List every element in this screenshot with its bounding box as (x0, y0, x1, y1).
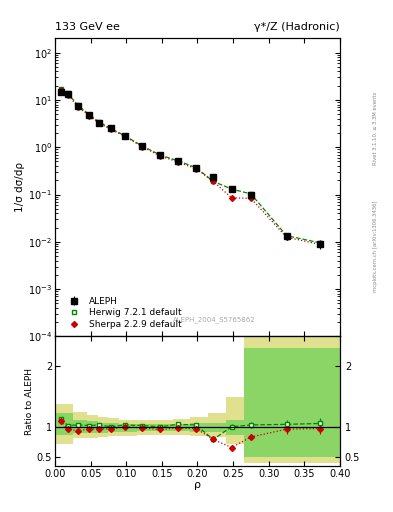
Herwig 7.2.1 default (140, 143, 144, 149)
Herwig 7.2.1 default (97, 119, 101, 125)
Sherpa 2.2.9 default (230, 195, 234, 201)
Herwig 7.2.1 default (318, 240, 322, 246)
Sherpa 2.2.9 default (211, 178, 215, 184)
Y-axis label: 1/σ dσ/dρ: 1/σ dσ/dρ (15, 162, 25, 212)
Herwig 7.2.1 default (284, 232, 289, 239)
Sherpa 2.2.9 default (194, 166, 198, 172)
Sherpa 2.2.9 default (318, 241, 322, 247)
Text: 133 GeV ee: 133 GeV ee (55, 22, 120, 32)
Sherpa 2.2.9 default (59, 87, 63, 93)
Herwig 7.2.1 default (59, 86, 63, 92)
Sherpa 2.2.9 default (97, 120, 101, 126)
Herwig 7.2.1 default (75, 102, 80, 109)
Herwig 7.2.1 default (66, 90, 70, 96)
Sherpa 2.2.9 default (284, 234, 289, 240)
Y-axis label: Ratio to ALEPH: Ratio to ALEPH (25, 368, 34, 435)
Sherpa 2.2.9 default (87, 113, 92, 119)
Sherpa 2.2.9 default (66, 92, 70, 98)
Text: mcplots.cern.ch [arXiv:1306.3436]: mcplots.cern.ch [arXiv:1306.3436] (373, 200, 378, 291)
Herwig 7.2.1 default (123, 133, 127, 139)
Herwig 7.2.1 default (248, 191, 253, 197)
Sherpa 2.2.9 default (123, 133, 127, 139)
Sherpa 2.2.9 default (175, 159, 180, 165)
Sherpa 2.2.9 default (75, 103, 80, 110)
Line: Sherpa 2.2.9 default: Sherpa 2.2.9 default (59, 88, 322, 246)
X-axis label: ρ: ρ (194, 480, 201, 490)
Herwig 7.2.1 default (194, 164, 198, 170)
Herwig 7.2.1 default (211, 178, 215, 184)
Herwig 7.2.1 default (87, 112, 92, 118)
Legend: ALEPH, Herwig 7.2.1 default, Sherpa 2.2.9 default: ALEPH, Herwig 7.2.1 default, Sherpa 2.2.… (59, 294, 185, 332)
Text: Rivet 3.1.10, ≥ 3.3M events: Rivet 3.1.10, ≥ 3.3M events (373, 91, 378, 165)
Herwig 7.2.1 default (158, 152, 163, 158)
Sherpa 2.2.9 default (108, 126, 113, 132)
Line: Herwig 7.2.1 default: Herwig 7.2.1 default (58, 87, 322, 245)
Herwig 7.2.1 default (175, 158, 180, 164)
Text: ALEPH_2004_S5765862: ALEPH_2004_S5765862 (173, 316, 256, 324)
Herwig 7.2.1 default (108, 125, 113, 132)
Text: γ*/Z (Hadronic): γ*/Z (Hadronic) (254, 22, 340, 32)
Sherpa 2.2.9 default (248, 195, 253, 201)
Herwig 7.2.1 default (230, 186, 234, 192)
Sherpa 2.2.9 default (140, 143, 144, 150)
Sherpa 2.2.9 default (158, 153, 163, 159)
